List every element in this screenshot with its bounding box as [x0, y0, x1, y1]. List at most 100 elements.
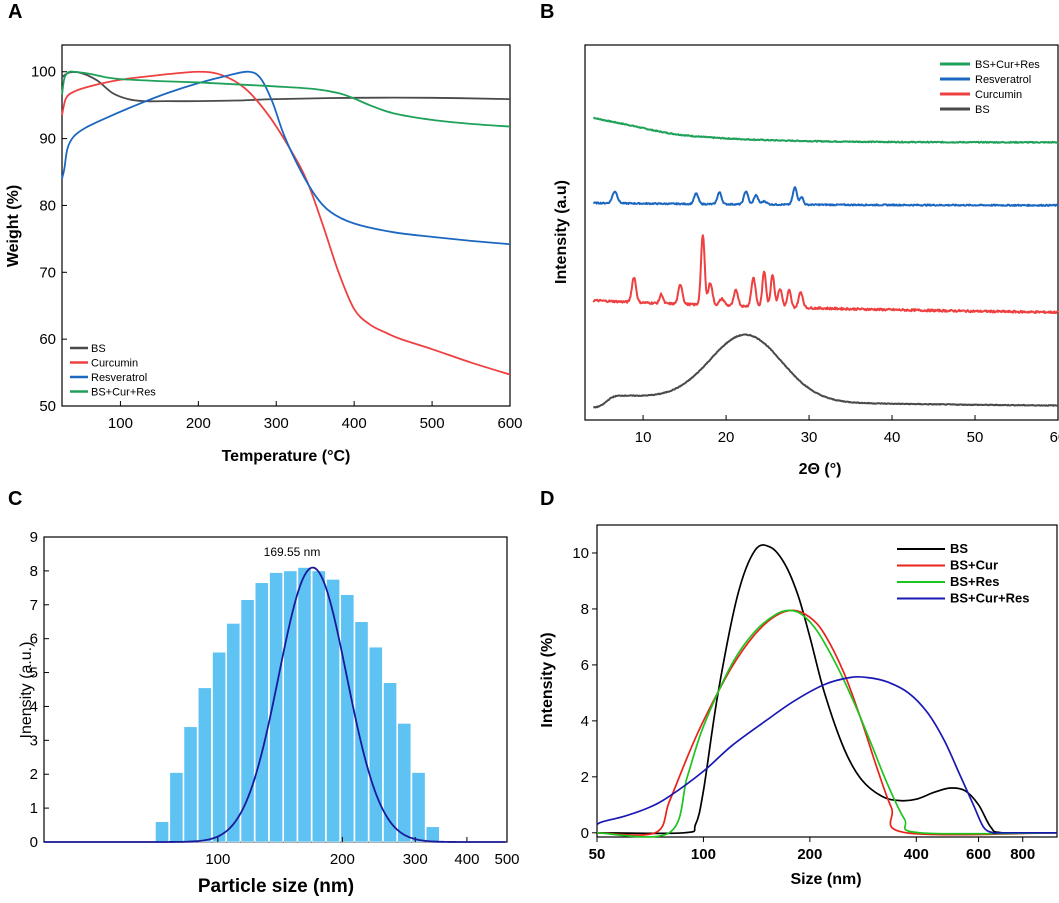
panel-c-bar [155, 821, 169, 843]
panel-c-bar [212, 651, 226, 843]
panel-c-bar [311, 570, 326, 843]
panel-c-bar [340, 594, 355, 843]
panel-c-size-histogram: C 0 1 2 3 4 5 6 7 8 9 100 200 300 400 500 169.55 nm Pa… [8, 488, 520, 897]
panel-a-x-tick-label: 300 [264, 415, 289, 432]
panel-d-ticks: 50 100 200 400 600 800 0 2 4 6 8 10 [572, 545, 1035, 863]
panel-a-y-tick-label: 60 [39, 331, 56, 348]
panel-b-ticks: 10 20 30 40 50 60 [635, 415, 1059, 446]
panel-b-x-tick-label: 50 [967, 429, 984, 446]
panel-d-line-bs [596, 544, 1058, 835]
panel-d-x-tick-label: 100 [691, 846, 716, 863]
panel-b-xrd-chart: B 10 20 30 40 50 60 2Θ (°) Intensity (a.u) BS… [540, 1, 1059, 478]
panel-c-x-tick-label: 100 [205, 851, 230, 868]
panel-b-y-axis-label: Intensity (a.u) [553, 180, 570, 284]
panel-d-series [596, 544, 1058, 838]
panel-b-legend-label-bs: BS [975, 104, 990, 116]
panel-d-x-tick-label: 50 [589, 846, 606, 863]
panel-d-y-tick-label: 2 [581, 769, 589, 786]
panel-a-legend-label-bs: BS [91, 343, 106, 355]
panel-c-bar [269, 572, 283, 843]
panel-a-line-resveratrol [61, 70, 511, 246]
panel-c-ticks: 0 1 2 3 4 5 6 7 8 9 100 200 300 400 500 [30, 529, 520, 868]
panel-a-x-tick-label: 400 [342, 415, 367, 432]
panel-c-bar [425, 826, 440, 843]
panel-a-x-tick-label: 500 [420, 415, 445, 432]
panel-b-letter: B [540, 1, 554, 23]
panel-b-x-tick-label: 40 [884, 429, 901, 446]
panel-c-y-tick-label: 7 [30, 597, 38, 614]
panel-a-y-tick-label: 100 [31, 64, 56, 81]
panel-c-bar [297, 567, 312, 843]
panel-a-letter: A [8, 1, 22, 23]
panel-c-y-tick-label: 4 [30, 698, 38, 715]
panel-c-bar [240, 599, 255, 843]
panel-c-x-tick-label: 400 [454, 851, 479, 868]
panel-d-line-bs-cur [596, 609, 1058, 836]
panel-a-tga-chart: A 100 200 300 400 500 600 50 60 70 80 90 100 Temper… [5, 1, 523, 465]
panel-d-line-bs-cur-res [596, 675, 1057, 835]
panel-b-legend: BS+Cur+Res Resveratrol Curcumin BS [940, 59, 1040, 116]
panel-d-y-tick-label: 4 [581, 713, 589, 730]
panel-c-bar [326, 579, 340, 843]
panel-c-letter: C [8, 488, 22, 510]
panel-b-series [592, 116, 1059, 409]
panel-c-bar [254, 582, 269, 843]
panel-d-letter: D [540, 488, 554, 510]
panel-a-y-axis-label: Weight (%) [5, 185, 22, 267]
panel-c-bars [155, 567, 440, 843]
panel-c-bar [283, 570, 298, 843]
panel-d-x-tick-label: 400 [904, 846, 929, 863]
panel-b-line-resveratrol [592, 186, 1059, 207]
panel-c-x-tick-label: 300 [403, 851, 428, 868]
panel-a-y-tick-label: 80 [39, 197, 56, 214]
panel-b-axes-frame [584, 44, 1059, 421]
panel-c-bar [183, 726, 198, 843]
panel-c-y-tick-label: 1 [30, 800, 38, 817]
panel-b-legend-label-bs-cur-res: BS+Cur+Res [975, 59, 1040, 71]
panel-c-y-tick-label: 8 [30, 563, 38, 580]
panel-c-y-tick-label: 9 [30, 529, 38, 546]
panel-c-y-tick-label: 3 [30, 732, 38, 749]
panel-c-bar [397, 723, 412, 843]
panel-b-x-tick-label: 20 [718, 429, 735, 446]
panel-d-y-tick-label: 10 [572, 545, 589, 562]
panel-d-dls-chart: D 50 100 200 400 600 800 0 2 4 6 8 10 Size (nm) Int… [539, 488, 1058, 888]
panel-a-y-tick-label: 50 [39, 398, 56, 415]
panel-c-y-tick-label: 5 [30, 665, 38, 682]
panel-a-legend: BS Curcumin Resveratrol BS+Cur+Res [70, 343, 156, 399]
panel-b-x-tick-label: 30 [801, 429, 818, 446]
panel-d-legend-label-bs: BS [950, 541, 968, 556]
panel-d-y-tick-label: 0 [581, 825, 589, 842]
panel-a-axes-frame [61, 44, 511, 407]
panel-a-legend-label-resveratrol: Resveratrol [91, 372, 147, 384]
panel-c-x-tick-label: 500 [494, 851, 519, 868]
panel-d-x-tick-label: 200 [797, 846, 822, 863]
panel-a-x-tick-label: 100 [108, 415, 133, 432]
panel-b-legend-label-resveratrol: Resveratrol [975, 74, 1031, 86]
panel-a-line-bs-cur-res [61, 70, 511, 128]
panel-c-bar [368, 646, 383, 843]
panel-c-gaussian-fit [44, 566, 506, 843]
panel-a-y-tick-label: 70 [39, 264, 56, 281]
panel-b-x-axis-label: 2Θ (°) [799, 461, 842, 478]
panel-c-y-tick-label: 6 [30, 631, 38, 648]
panel-c-bar [411, 772, 426, 843]
panel-b-line-bs [592, 333, 1059, 409]
panel-d-y-tick-label: 8 [581, 601, 589, 618]
panel-c-y-tick-label: 2 [30, 766, 38, 783]
panel-c-peak-annotation: 169.55 nm [264, 545, 321, 559]
panel-c-bar [197, 687, 212, 843]
panel-b-legend-label-curcumin: Curcumin [975, 89, 1022, 101]
panel-d-x-tick-label: 800 [1010, 846, 1035, 863]
panel-c-bar [169, 772, 184, 843]
panel-a-legend-label-curcumin: Curcumin [91, 358, 138, 370]
panel-b-line-curcumin [592, 234, 1059, 315]
panel-c-y-axis-label: Inensity (a.u.) [18, 642, 35, 739]
panel-b-x-tick-label: 60 [1050, 429, 1059, 446]
panel-a-legend-label-bs-cur-res: BS+Cur+Res [91, 387, 156, 399]
panel-c-fit-curve [44, 566, 506, 843]
panel-c-x-tick-label: 200 [330, 851, 355, 868]
panel-c-bar [383, 682, 397, 843]
panel-c-bar [226, 623, 241, 843]
